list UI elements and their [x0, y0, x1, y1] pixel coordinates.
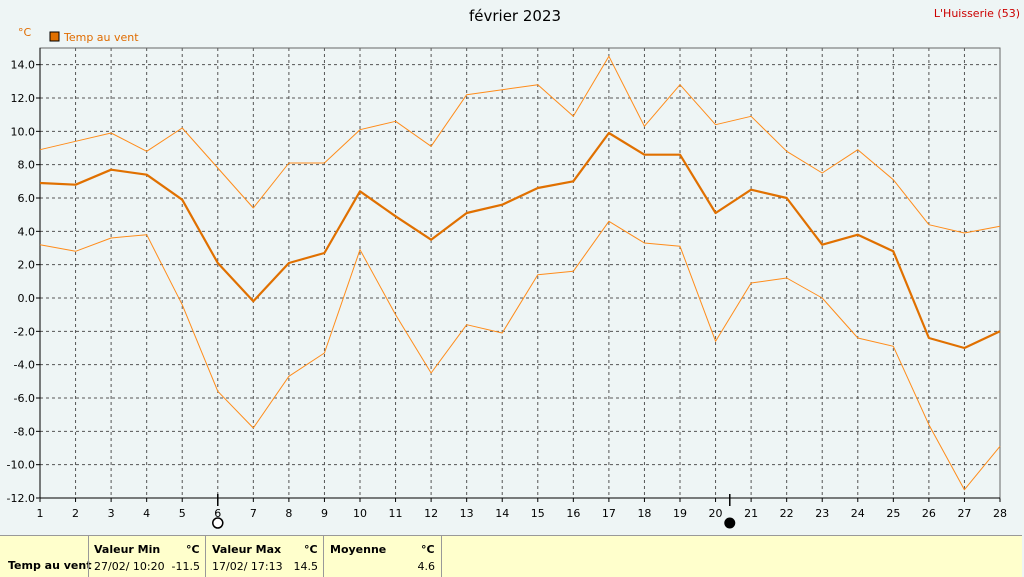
- x-tick-label: 14: [495, 507, 509, 520]
- x-tick-label: 24: [851, 507, 865, 520]
- x-tick-label: 27: [957, 507, 971, 520]
- x-tick-label: 3: [108, 507, 115, 520]
- y-tick-label: 2.0: [18, 259, 36, 272]
- x-tick-label: 22: [780, 507, 794, 520]
- series-line-mean: [39, 131, 1001, 350]
- y-tick-label: -4.0: [14, 359, 35, 372]
- max-header: Valeur Max: [212, 543, 282, 556]
- x-tick-label: 7: [250, 507, 257, 520]
- x-tick-label: 17: [602, 507, 616, 520]
- y-tick-label: -8.0: [14, 425, 35, 438]
- series-line-min: [39, 220, 1001, 491]
- mean-header: Moyenne: [330, 543, 387, 556]
- y-tick-label: 10.0: [11, 125, 36, 138]
- legend-label: Temp au vent: [63, 31, 139, 44]
- y-tick-label: -12.0: [7, 492, 35, 505]
- min-header: Valeur Min: [94, 543, 161, 556]
- x-tick-label: 25: [886, 507, 900, 520]
- y-axis-unit: °C: [18, 26, 32, 39]
- x-tick-label: 28: [993, 507, 1007, 520]
- x-tick-label: 9: [321, 507, 328, 520]
- x-tick-label: 4: [143, 507, 150, 520]
- x-tick-label: 6: [214, 507, 221, 520]
- x-tick-label: 11: [389, 507, 403, 520]
- plot-background: [40, 48, 1000, 498]
- x-tick-label: 1: [37, 507, 44, 520]
- stats-panel: Temp au vent Valeur Min °C 27/02/ 10:20 …: [0, 535, 1022, 577]
- new-moon-icon: [724, 517, 736, 529]
- legend: Temp au vent: [49, 31, 139, 44]
- stats-divider: [205, 536, 206, 577]
- x-tick-label: 20: [709, 507, 723, 520]
- y-tick-label: -2.0: [14, 325, 35, 338]
- chart-title: février 2023: [469, 7, 561, 25]
- stats-divider: [323, 536, 324, 577]
- stats-row-label: Temp au vent: [8, 559, 92, 572]
- x-tick-label: 26: [922, 507, 936, 520]
- mean-unit-header: °C: [421, 543, 435, 556]
- y-tick-label: -10.0: [7, 459, 35, 472]
- y-tick-label: 6.0: [18, 192, 36, 205]
- y-tick-label: 8.0: [18, 159, 36, 172]
- legend-swatch: [49, 31, 60, 42]
- temperature-chart: février 2023 L'Huisserie (53) °C Temp au…: [7, 7, 1020, 529]
- x-tick-label: 13: [460, 507, 474, 520]
- min-unit-header: °C: [186, 543, 200, 556]
- x-tick-label: 18: [637, 507, 651, 520]
- plot-area: 14.0 12.0 10.0 8.0 6.0 4.0 2.0 0.0 -2.0 -4.0 -6.0 -…: [7, 47, 1007, 529]
- y-tick-label: -6.0: [14, 392, 35, 405]
- y-tick-label: 4.0: [18, 225, 36, 238]
- x-tick-label: 23: [815, 507, 829, 520]
- x-tick-label: 16: [566, 507, 580, 520]
- x-tick-label: 12: [424, 507, 438, 520]
- min-value: -11.5: [171, 560, 200, 573]
- y-tick-label: 12.0: [11, 92, 36, 105]
- x-tick-label: 5: [179, 507, 186, 520]
- stats-divider: [441, 536, 442, 577]
- max-unit-header: °C: [304, 543, 318, 556]
- max-date: 17/02/ 17:13: [212, 560, 283, 573]
- y-tick-label: 0.0: [18, 292, 36, 305]
- mean-value: 4.6: [417, 560, 436, 573]
- x-tick-label: 21: [744, 507, 758, 520]
- max-value: 14.5: [293, 560, 319, 573]
- station-name: L'Huisserie (53): [934, 7, 1020, 20]
- min-date: 27/02/ 10:20: [94, 560, 165, 573]
- series-line-max: [39, 55, 1001, 234]
- x-tick-label: 8: [285, 507, 292, 520]
- x-tick-label: 15: [531, 507, 545, 520]
- x-tick-label: 19: [673, 507, 687, 520]
- y-tick-label: 14.0: [11, 59, 36, 72]
- full-moon-icon: [212, 517, 224, 529]
- x-tick-label: 10: [353, 507, 367, 520]
- stats-divider: [88, 536, 89, 577]
- x-tick-label: 2: [72, 507, 79, 520]
